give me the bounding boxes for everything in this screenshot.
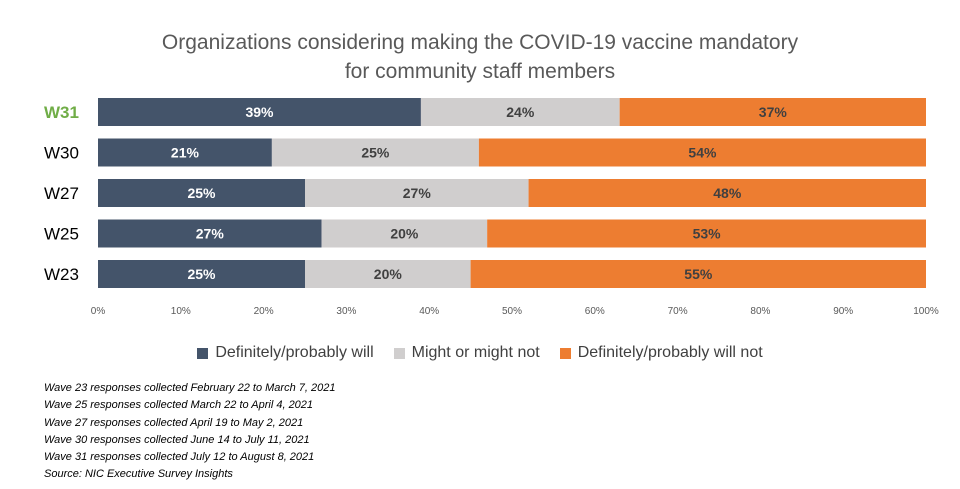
bar-w31-will bbox=[98, 98, 421, 126]
bar-w30-will bbox=[98, 138, 272, 167]
data-label-w27-might: 27% bbox=[403, 185, 432, 201]
data-label-w23-will: 25% bbox=[187, 266, 216, 282]
x-tick-label: 90% bbox=[833, 306, 853, 317]
x-tick-label: 30% bbox=[336, 306, 356, 317]
footnote-wave-27: Wave 27 responses collected April 19 to … bbox=[44, 416, 304, 429]
data-label-w25-will: 27% bbox=[196, 226, 225, 242]
bar-w31-will-not bbox=[619, 98, 926, 126]
legend-label-might: Might or might not bbox=[411, 344, 540, 361]
data-label-w30-will-not: 54% bbox=[688, 145, 717, 161]
bar-w23-will bbox=[98, 260, 305, 288]
footnote-wave-25: Wave 25 responses collected March 22 to … bbox=[44, 399, 314, 412]
bar-w30-might bbox=[271, 138, 479, 167]
legend-swatch-will-not bbox=[559, 347, 571, 359]
data-label-w27-will-not: 48% bbox=[713, 185, 742, 201]
legend: Definitely/probably will Might or might … bbox=[0, 344, 960, 362]
data-label-w25-will-not: 53% bbox=[693, 226, 722, 242]
data-label-w30-might: 25% bbox=[361, 145, 390, 161]
legend-label-will: Definitely/probably will bbox=[215, 344, 374, 361]
bar-w31-might bbox=[420, 98, 620, 126]
data-label-w31-will-not: 37% bbox=[759, 104, 788, 120]
category-label-w25: W25 bbox=[44, 225, 79, 244]
x-tick-label: 80% bbox=[750, 306, 770, 317]
category-label-w23: W23 bbox=[44, 265, 79, 284]
x-tick-label: 0% bbox=[91, 306, 106, 317]
x-tick-label: 100% bbox=[913, 306, 939, 317]
data-label-w31-might: 24% bbox=[506, 104, 535, 120]
x-tick-label: 20% bbox=[254, 306, 274, 317]
footnote-wave-30: Wave 30 responses collected June 14 to J… bbox=[44, 433, 310, 446]
bar-w25-will-not bbox=[487, 219, 926, 248]
legend-swatch-might bbox=[393, 347, 405, 359]
chart-title-line-1: Organizations considering making the COV… bbox=[161, 31, 799, 54]
data-label-w23-will-not: 55% bbox=[684, 266, 713, 282]
bar-w23-might bbox=[305, 260, 471, 288]
legend-swatch-will bbox=[197, 347, 209, 359]
chart-title-line-2: for community staff members bbox=[344, 60, 616, 83]
data-label-w23-might: 20% bbox=[374, 266, 403, 282]
x-tick-label: 60% bbox=[585, 306, 605, 317]
category-label-w31: W31 bbox=[44, 103, 79, 122]
legend-item-will: Definitely/probably will bbox=[197, 344, 374, 362]
category-label-w30: W30 bbox=[44, 144, 79, 163]
legend-item-might: Might or might not bbox=[393, 344, 540, 362]
category-label-w27: W27 bbox=[44, 184, 79, 203]
data-label-w31-will: 39% bbox=[245, 104, 274, 120]
bar-w25-might bbox=[321, 219, 488, 248]
bar-w30-will-not bbox=[478, 138, 926, 167]
data-label-w25-might: 20% bbox=[390, 226, 419, 242]
footnote-wave-31: Wave 31 responses collected July 12 to A… bbox=[44, 451, 315, 464]
bar-w27-will-not bbox=[528, 179, 926, 207]
data-label-w30-will: 21% bbox=[171, 145, 200, 161]
bar-w27-might bbox=[305, 179, 529, 207]
legend-item-will-not: Definitely/probably will not bbox=[559, 344, 763, 362]
x-tick-label: 40% bbox=[419, 306, 439, 317]
x-tick-label: 10% bbox=[171, 306, 191, 317]
legend-label-will-not: Definitely/probably will not bbox=[577, 344, 763, 361]
data-label-w27-will: 25% bbox=[187, 185, 216, 201]
footnote-source: Source: NIC Executive Survey Insights bbox=[44, 468, 233, 481]
x-tick-label: 50% bbox=[502, 306, 522, 317]
x-tick-label: 70% bbox=[668, 306, 688, 317]
bar-w23-will-not bbox=[470, 260, 926, 288]
bar-w27-will bbox=[98, 179, 305, 207]
footnote-wave-23: Wave 23 responses collected February 22 … bbox=[44, 382, 336, 394]
bar-w25-will bbox=[98, 219, 322, 248]
footnotes: Wave 23 responses collected February 22 … bbox=[44, 380, 335, 484]
